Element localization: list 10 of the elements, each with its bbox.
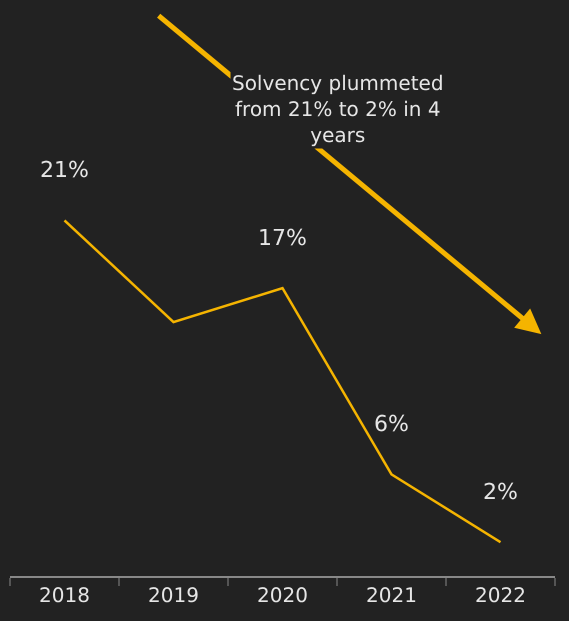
text: Solvency plummeted from 21% to 2% in 4 years bbox=[232, 71, 444, 147]
x-tick-label: 2021 bbox=[366, 583, 417, 607]
data-label: 17% bbox=[258, 226, 307, 251]
x-tick-label: 2022 bbox=[475, 583, 526, 607]
x-tick-label: 2019 bbox=[148, 583, 199, 607]
x-tick-label: 2018 bbox=[39, 583, 90, 607]
x-tick-label: 2020 bbox=[257, 583, 308, 607]
data-label: 2% bbox=[483, 480, 518, 505]
data-label: 21% bbox=[40, 158, 89, 183]
data-label: 6% bbox=[374, 412, 409, 437]
